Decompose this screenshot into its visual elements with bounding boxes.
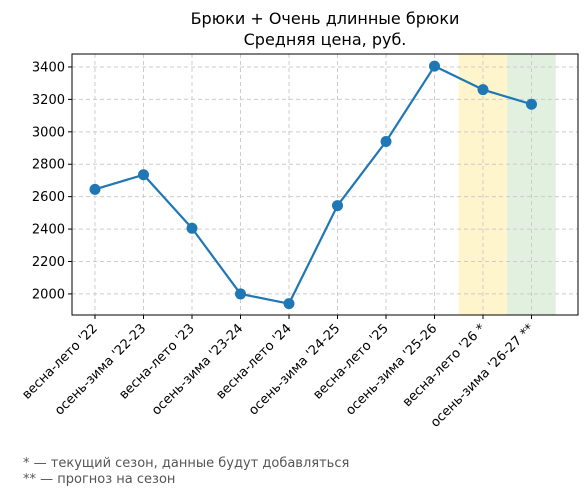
x-tick-label-3: осень-зима '23-24 [149, 321, 246, 418]
y-tick-label-7: 3400 [32, 60, 65, 75]
plot-frame [71, 53, 579, 316]
data-point-2 [186, 222, 198, 234]
y-tick-label-1: 2200 [32, 255, 65, 270]
data-point-4 [283, 298, 295, 310]
footnotes: * — текущий сезон, данные будут добавлят… [23, 456, 349, 488]
x-tick-label-8: весна-лето '26 * [400, 321, 489, 410]
y-tick-label-3: 2600 [32, 190, 65, 205]
footnote-forecast: ** — прогноз на сезон [23, 472, 176, 487]
y-tick-label-2: 2400 [32, 223, 65, 238]
series-line [94, 65, 532, 305]
data-point-5 [332, 200, 343, 212]
y-tick-label-4: 2800 [32, 158, 65, 173]
chart-subtitle: Средняя цена, руб. [244, 30, 407, 49]
x-tick-label-5: осень-зима '24-25 [246, 321, 343, 418]
x-tick-label-1: осень-зима '22-23 [52, 321, 149, 418]
y-tick-label-0: 2000 [32, 287, 65, 302]
data-point-9 [526, 98, 537, 110]
x-tick-label-7: осень-зима '25-26 [343, 321, 440, 418]
data-point-0 [89, 183, 101, 195]
chart-title: Брюки + Очень длинные брюки [191, 9, 460, 28]
data-point-7 [429, 60, 440, 72]
footnote-current-season: * — текущий сезон, данные будут добавлят… [23, 456, 350, 471]
data-point-8 [477, 84, 489, 96]
y-tick-label-6: 3200 [32, 93, 65, 108]
data-point-3 [235, 288, 246, 300]
data-point-6 [380, 136, 392, 148]
y-tick-label-5: 3000 [32, 125, 65, 140]
data-point-1 [138, 169, 149, 181]
highlight-band-1 [507, 54, 556, 315]
plot-area: 2000 2200 2400 2600 2800 3000 3200 3400 весна-ле… [19, 53, 579, 431]
